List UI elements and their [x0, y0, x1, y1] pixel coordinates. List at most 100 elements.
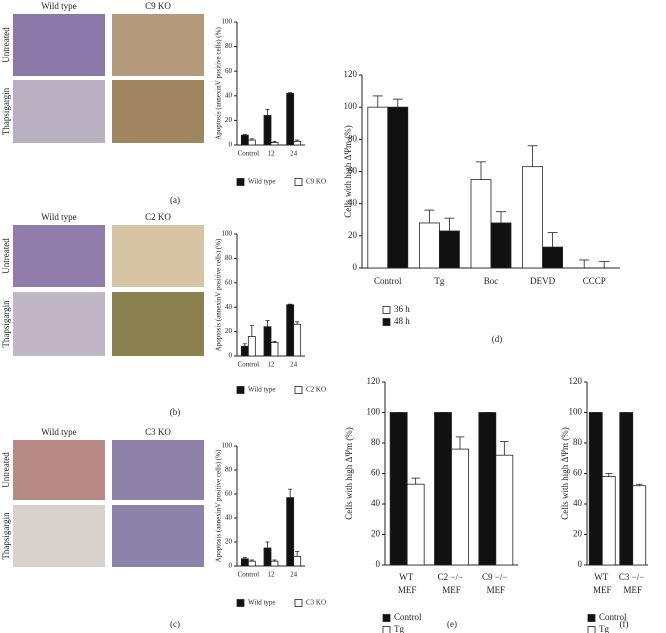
y-tick-label: 80	[225, 466, 233, 474]
y-tick-label: 100	[344, 101, 358, 111]
y-tick-label: 40	[225, 91, 233, 99]
y-tick-label: 80	[225, 254, 233, 262]
row-label: Untreated	[1, 27, 11, 63]
error-bar	[249, 138, 254, 141]
micrograph	[13, 440, 105, 500]
error-bar	[372, 95, 383, 108]
legend-label: Wild type	[248, 178, 276, 186]
bar	[263, 326, 272, 357]
error-bar	[295, 139, 300, 142]
legend-swatch	[587, 614, 596, 622]
bar	[418, 222, 440, 269]
legend-swatch	[382, 614, 391, 622]
y-axis-title: Cells with high ΔΨm (%)	[344, 427, 354, 519]
bar	[490, 222, 512, 269]
bar	[522, 166, 543, 269]
error-bar	[392, 98, 403, 108]
y-tick-label: 20	[225, 538, 233, 546]
x-tick-label: CCCP	[583, 276, 606, 286]
panel-label: (b)	[170, 407, 181, 417]
y-tick-label: 40	[573, 498, 583, 508]
y-tick-label: 80	[225, 42, 233, 50]
error-bar	[272, 140, 277, 143]
legend-swatch	[294, 178, 303, 186]
error-bar	[295, 551, 300, 557]
error-bar	[295, 321, 300, 325]
legend-label: C9 KO	[306, 178, 326, 186]
panel-label: (f)	[620, 619, 629, 629]
micrograph	[112, 292, 204, 356]
legend-swatch	[587, 626, 596, 633]
error-bar	[288, 92, 293, 94]
y-tick-label: 60	[573, 468, 583, 478]
y-tick-label: 100	[222, 18, 233, 26]
bar	[619, 412, 634, 566]
x-tick-label: Control	[238, 361, 259, 369]
column-label: C3 KO	[145, 427, 171, 437]
bar	[263, 547, 272, 567]
error-bar	[476, 161, 486, 180]
y-tick-label: 60	[225, 67, 233, 75]
error-bar	[500, 441, 509, 456]
micrograph	[13, 225, 105, 287]
y-axis-title: Cells with high ΔΨm (%)	[343, 125, 353, 217]
error-bar	[636, 483, 643, 486]
bar	[286, 92, 295, 146]
error-bar	[424, 209, 435, 223]
bar	[451, 448, 469, 566]
bar	[478, 412, 497, 566]
error-bar	[288, 488, 293, 498]
x-tick-label: 24	[290, 361, 298, 369]
bar	[293, 556, 302, 567]
y-tick-label: 0	[229, 352, 233, 360]
bar	[247, 139, 256, 146]
row-label: Thapsigargin	[1, 87, 11, 135]
bar	[293, 323, 302, 357]
y-axis-title: Cells with high ΔΨm (%)	[560, 427, 570, 519]
error-bar	[527, 145, 538, 167]
bar	[588, 412, 603, 566]
row-label: Untreated	[1, 452, 11, 488]
row-label: Untreated	[1, 238, 11, 274]
column-label: Wild type	[41, 427, 76, 437]
legend-label: Control	[394, 612, 422, 622]
bar	[247, 560, 256, 567]
micrograph	[13, 505, 105, 567]
y-tick-label: 60	[348, 166, 358, 176]
legend-swatch	[236, 599, 245, 607]
error-bar	[249, 559, 254, 562]
legend-label: Tg	[599, 624, 609, 633]
x-tick-label: Control	[374, 276, 402, 286]
legend-swatch	[294, 599, 303, 607]
y-tick-label: 0	[578, 559, 583, 569]
y-tick-label: 100	[367, 407, 381, 417]
error-bar	[242, 134, 247, 136]
bar	[601, 476, 616, 566]
y-tick-label: 20	[225, 327, 233, 335]
legend-label: Wild type	[248, 386, 276, 394]
bar	[240, 134, 249, 146]
panel-label: (e)	[447, 619, 457, 629]
bar	[240, 558, 249, 567]
bar	[263, 115, 272, 146]
bar	[434, 412, 452, 566]
y-tick-label: 60	[225, 490, 233, 498]
legend-label: C2 KO	[306, 386, 326, 394]
bar	[286, 304, 295, 357]
column-label: Wild type	[41, 1, 76, 11]
y-tick-label: 80	[573, 437, 583, 447]
column-label: C9 KO	[145, 1, 171, 11]
bar	[270, 560, 279, 567]
x-tick-label: Control	[238, 150, 259, 158]
x-tick-label: 24	[290, 571, 298, 579]
legend-label: 48 h	[394, 316, 410, 326]
bar	[293, 140, 302, 146]
x-tick-label: 12	[268, 361, 276, 369]
y-tick-label: 20	[371, 529, 381, 539]
micrograph	[13, 14, 105, 76]
x-tick-label: WT MEF	[398, 572, 417, 595]
y-tick-label: 40	[371, 498, 381, 508]
x-tick-label: DEVD	[530, 276, 555, 286]
y-tick-label: 120	[367, 376, 381, 386]
